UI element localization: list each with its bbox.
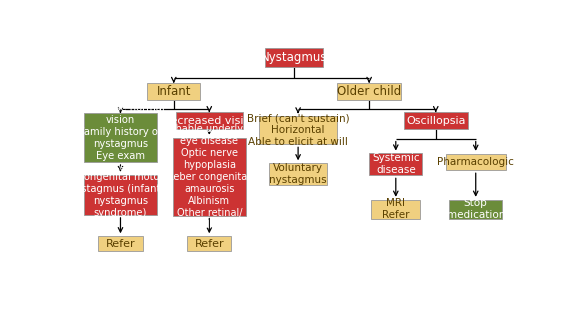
FancyBboxPatch shape [259,116,337,144]
FancyBboxPatch shape [265,48,323,67]
Text: Infant: Infant [156,85,191,98]
FancyBboxPatch shape [172,138,246,216]
FancyBboxPatch shape [337,83,401,100]
Text: Systemic
disease: Systemic disease [372,154,419,175]
Text: Otherwise normal
vision
Family history of
nystagmus
Eye exam
otherwise normal: Otherwise normal vision Family history o… [76,103,165,173]
Text: Congenital motor
nystagmus (infantile
nystagmus
syndrome): Congenital motor nystagmus (infantile ny… [69,172,172,218]
FancyBboxPatch shape [99,236,143,251]
Text: Nystagmus: Nystagmus [260,51,327,64]
Text: Decreased vision: Decreased vision [162,116,257,126]
FancyBboxPatch shape [84,175,157,215]
Text: Brief (can't sustain)
Horizontal
Able to elicit at will: Brief (can't sustain) Horizontal Able to… [247,113,350,147]
Text: Refer: Refer [194,239,224,248]
Text: Refer: Refer [105,239,135,248]
FancyBboxPatch shape [446,154,506,170]
Text: Pharmacologic: Pharmacologic [437,157,514,167]
FancyBboxPatch shape [84,113,157,162]
Text: Older child: Older child [337,85,401,98]
Text: Voluntary
nystagmus: Voluntary nystagmus [269,163,327,185]
FancyBboxPatch shape [403,112,468,129]
FancyBboxPatch shape [449,200,503,219]
Text: MRI
Refer: MRI Refer [382,198,410,221]
FancyBboxPatch shape [187,236,231,251]
Text: Stop
medication: Stop medication [446,198,505,221]
FancyBboxPatch shape [371,200,420,219]
Text: Probable underlying
eye disease
Optic nerve
hypoplasia
Leber congenital
amaurosi: Probable underlying eye disease Optic ne… [160,124,258,230]
FancyBboxPatch shape [269,163,327,185]
FancyBboxPatch shape [369,154,422,175]
Text: Oscillopsia: Oscillopsia [406,116,465,126]
FancyBboxPatch shape [147,83,201,100]
FancyBboxPatch shape [176,112,242,129]
